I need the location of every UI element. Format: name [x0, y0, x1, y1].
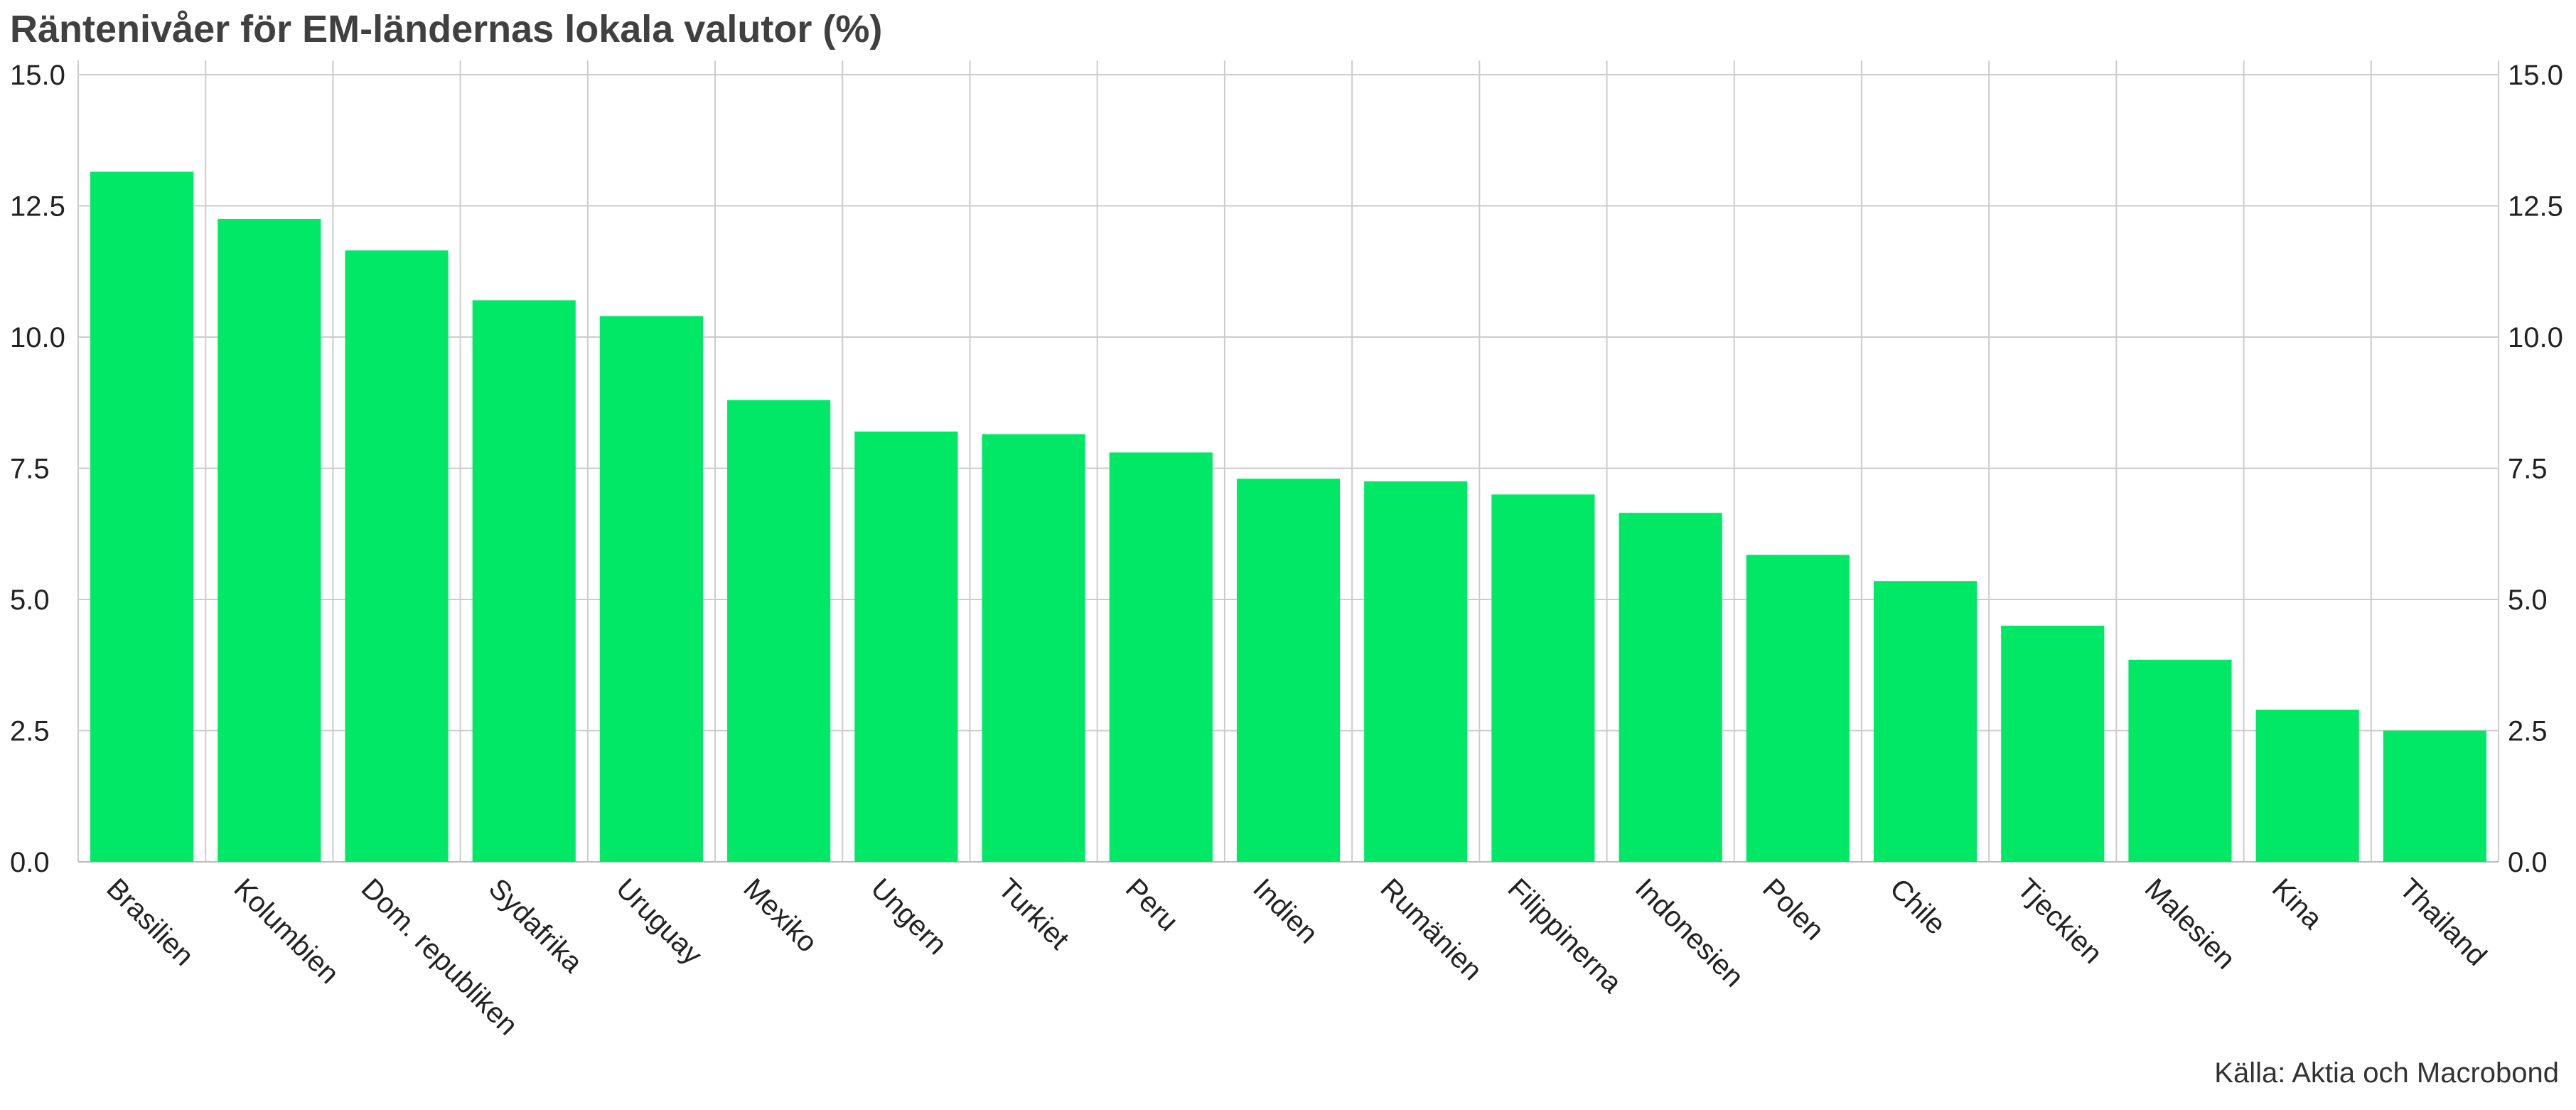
x-tick-label: Thailand [2393, 872, 2493, 972]
bar-indien [1236, 479, 1341, 862]
y-tick-label-right: 0.0 [2508, 847, 2548, 878]
bar-kina [2255, 709, 2359, 862]
y-tick-label-left: 10.0 [10, 322, 65, 353]
x-tick-label: Brasilien [100, 872, 200, 972]
x-tick-label: Polen [1756, 872, 1830, 946]
source-note: Källa: Aktia och Macrobond [2214, 1057, 2559, 1089]
bar-turkiet [982, 434, 1085, 862]
bar-tjeckien [2001, 625, 2105, 862]
bar-rumänien [1364, 481, 1468, 862]
y-tick-label-left: 5.0 [10, 585, 50, 616]
y-tick-label-right: 10.0 [2508, 322, 2563, 353]
y-tick-label-left: 15.0 [10, 60, 65, 91]
bar-kolumbien [218, 218, 321, 862]
x-tick-label: Kolumbien [227, 872, 345, 990]
y-tick-label-left: 12.5 [10, 191, 65, 223]
x-tick-label: Chile [1884, 872, 1952, 941]
x-tick-label: Indien [1247, 872, 1324, 949]
bar-chile [1873, 581, 1977, 862]
x-tick-label: Indonesien [1629, 872, 1750, 993]
y-tick-label-left: 2.5 [10, 716, 50, 747]
chart-title: Räntenivåer för EM-ländernas lokala valu… [10, 8, 883, 50]
bar-thailand [2383, 730, 2486, 862]
bar-polen [1746, 555, 1850, 862]
x-tick-label: Peru [1120, 872, 1184, 937]
bar-dom-republiken [345, 250, 449, 863]
bar-malesien [2128, 659, 2232, 862]
y-tick-label-right: 7.5 [2508, 454, 2548, 485]
x-tick-label: Malesien [2139, 872, 2241, 975]
bar-indonesien [1619, 513, 1722, 862]
bar-brasilien [90, 171, 194, 862]
x-tick-label: Tjeckien [2011, 872, 2108, 969]
y-tick-label-left: 7.5 [10, 454, 50, 485]
x-tick-label: Filippinerna [1502, 872, 1628, 999]
bar-uruguay [599, 316, 704, 863]
y-axis-right: 0.0 2.5 5.0 7.5 10.0 12.5 15.0 [2508, 60, 2563, 878]
x-tick-label: Kina [2266, 872, 2329, 935]
x-axis-labels: Brasilien Kolumbien Dom. republikenSydafri… [100, 872, 2492, 1041]
x-tick-label: Rumänien [1374, 872, 1488, 986]
y-tick-label-right: 5.0 [2508, 585, 2548, 616]
y-axis-left: 0.0 2.5 5.0 7.5 10.0 12.5 15.0 [10, 60, 65, 878]
y-tick-label-left: 0.0 [10, 847, 50, 878]
bar-filippinerna [1491, 494, 1595, 862]
bar-ungern [854, 431, 958, 862]
bar-mexiko [727, 400, 831, 862]
bar-peru [1109, 452, 1213, 862]
x-tick-label: Turkiet [992, 872, 1075, 956]
bars [90, 171, 2486, 863]
y-tick-label-right: 2.5 [2508, 716, 2548, 747]
x-tick-label: Uruguay [610, 872, 708, 971]
x-tick-label: Sydafrika [483, 872, 589, 979]
x-tick-label: Ungern [865, 872, 953, 961]
y-tick-label-right: 15.0 [2508, 60, 2563, 91]
bar-sydafrika [472, 300, 576, 863]
x-tick-label: Mexiko [737, 872, 823, 959]
y-tick-label-right: 12.5 [2508, 191, 2563, 223]
